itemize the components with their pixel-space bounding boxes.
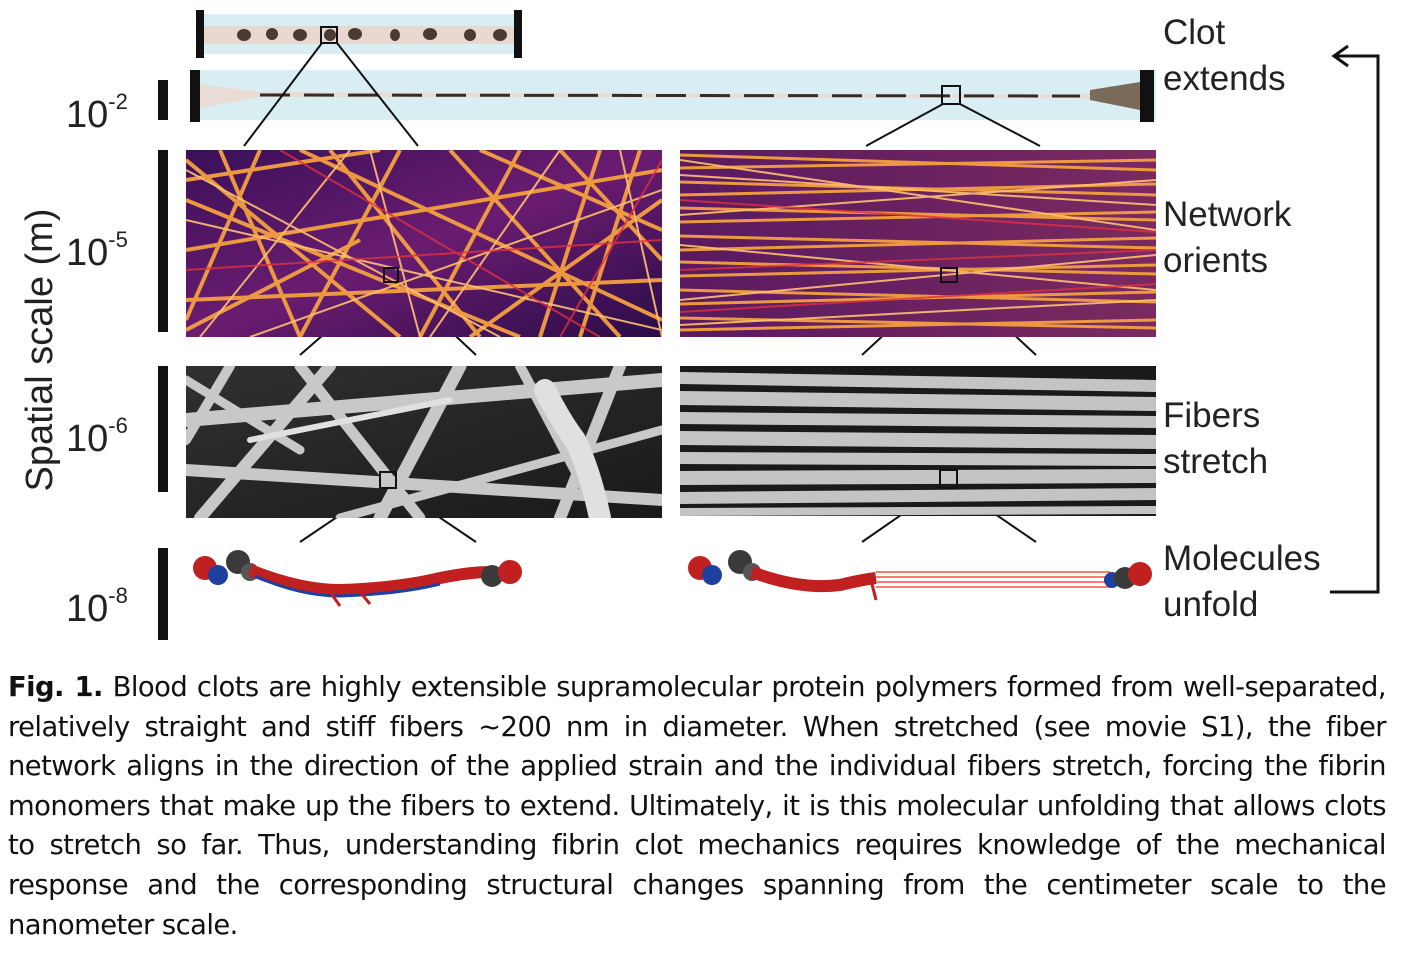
fibers-aligned-sem-image bbox=[680, 366, 1156, 516]
scale-label-1e-5: 10-5 bbox=[66, 227, 128, 274]
fibers-random-sem-image bbox=[186, 366, 662, 518]
scale-bar-1e-8 bbox=[158, 548, 168, 640]
figure-caption: Fig. 1. Blood clots are highly extensibl… bbox=[8, 668, 1387, 945]
molecule-folded-image bbox=[193, 550, 522, 607]
figure-panel: Spatial scale (m) 10-2 10-5 10-6 10-8 Cl… bbox=[19, 10, 1380, 640]
scale-label-1e-2: 10-2 bbox=[66, 89, 128, 136]
label-network-orients: Network orients bbox=[1163, 195, 1292, 280]
clot-stretched-image bbox=[190, 70, 1156, 122]
label-clot-extends: Clot extends bbox=[1163, 13, 1286, 98]
scale-label-1e-6: 10-6 bbox=[66, 413, 128, 460]
scale-bar-1e-5 bbox=[158, 150, 168, 332]
scale-label-1e-8: 10-8 bbox=[66, 583, 128, 630]
network-aligned-image bbox=[680, 150, 1156, 337]
label-fibers-stretch: Fibers stretch bbox=[1163, 396, 1269, 481]
axis-title: Spatial scale (m) bbox=[19, 208, 61, 492]
cycle-arrow bbox=[1330, 44, 1380, 594]
label-molecules-unfold: Molecules unfold bbox=[1163, 539, 1321, 624]
caption-text: Blood clots are highly extensible supram… bbox=[8, 672, 1387, 941]
molecule-unfolded-image bbox=[688, 550, 1152, 601]
scale-bar-1e-6 bbox=[158, 366, 168, 492]
clot-unstretched-image bbox=[196, 10, 522, 58]
figure-graphics bbox=[158, 10, 1380, 640]
scale-bar-1e-2 bbox=[158, 80, 168, 120]
caption-label: Fig. 1. bbox=[8, 672, 103, 703]
network-random-image bbox=[186, 150, 662, 337]
